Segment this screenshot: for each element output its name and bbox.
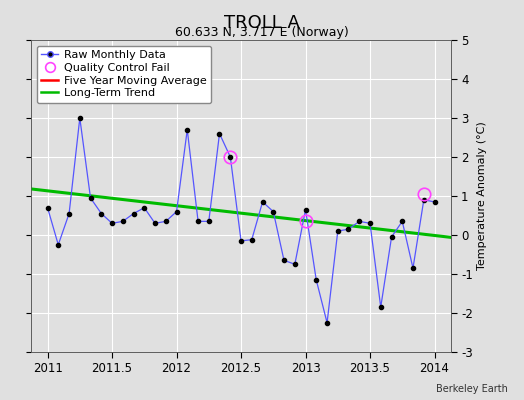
Text: Berkeley Earth: Berkeley Earth [436, 384, 508, 394]
Y-axis label: Temperature Anomaly (°C): Temperature Anomaly (°C) [477, 122, 487, 270]
Legend: Raw Monthly Data, Quality Control Fail, Five Year Moving Average, Long-Term Tren: Raw Monthly Data, Quality Control Fail, … [37, 46, 211, 103]
Text: TROLL A: TROLL A [224, 14, 300, 32]
Text: 60.633 N, 3.717 E (Norway): 60.633 N, 3.717 E (Norway) [175, 26, 349, 39]
